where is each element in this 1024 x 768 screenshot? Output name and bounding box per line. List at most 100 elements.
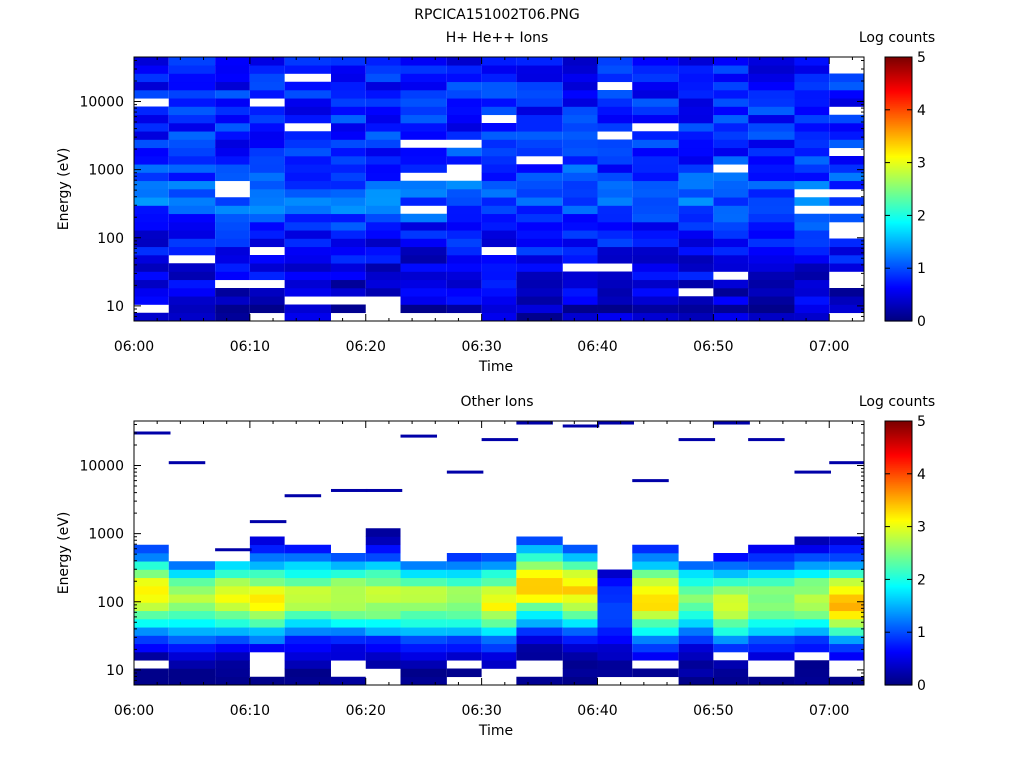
colorbar-swatch [885,59,912,62]
heatmap-cell [249,238,285,248]
heatmap-cell [597,288,633,297]
heatmap-cell [794,98,830,107]
heatmap-cell [284,164,331,173]
heatmap-cell [446,594,482,603]
heatmap-cell [284,594,331,603]
colorbar: 0 1 2 3 4 5 [884,50,926,330]
heatmap-cell [829,123,864,132]
heatmap-cell [562,676,598,686]
heatmap-cell [794,57,830,66]
heatmap-cell [713,189,749,198]
colorbar-swatch [885,647,912,650]
heatmap-cell [481,561,517,570]
colorbar-swatch [885,77,912,80]
heatmap-cell [829,536,864,546]
colorbar-swatch [885,175,912,178]
x-tick-label: 06:20 [346,703,386,719]
heatmap-cell [284,577,331,587]
heatmap-cell [215,577,250,587]
heatmap-cell [168,288,216,297]
heatmap-cell [713,114,749,124]
heatmap-cell [748,288,795,297]
heatmap-cell [794,123,830,132]
heatmap-cell [829,197,864,206]
heatmap-cell [284,147,331,157]
colorbar-swatch [885,545,912,548]
heatmap-cell [678,172,714,182]
heatmap-cell [330,594,366,603]
heatmap-cell [678,594,714,603]
colorbar-swatch [885,499,912,502]
heatmap-cell [632,263,679,272]
heatmap-cell [215,222,250,231]
heatmap-cell [330,189,366,198]
heatmap-cell [168,594,216,603]
heatmap-cell [481,197,517,206]
heatmap-cell [632,205,679,215]
colorbar-tick-label: 1 [917,625,926,641]
colorbar-swatch [885,149,912,152]
colorbar-swatch [885,537,912,540]
heatmap-cell [748,586,795,595]
colorbar-swatch [885,163,912,166]
colorbar-swatch [885,213,912,216]
heatmap-cell [330,123,366,132]
heatmap-cell [446,304,482,314]
colorbar-swatch [885,217,912,220]
colorbar-swatch [885,147,912,150]
heatmap-cell [678,569,714,579]
colorbar-swatch [885,509,912,512]
heatmap-cell [632,147,679,157]
colorbar-swatch [885,519,912,522]
heatmap-cell [446,238,482,248]
heatmap-cell [168,296,216,305]
heatmap-cell [794,619,830,628]
heatmap-cell [794,238,830,248]
heatmap-cell [481,304,517,314]
heatmap-cell [446,230,482,239]
heatmap-cell [400,73,447,83]
colorbar-swatch [885,681,912,684]
colorbar-swatch [885,467,912,470]
colorbar-swatch [885,103,912,106]
heatmap-cell [481,594,517,603]
colorbar-swatch [885,629,912,632]
heatmap-cell [215,594,250,603]
heatmap-cell [400,81,447,91]
colorbar-swatch [885,591,912,594]
colorbar-swatch [885,289,912,292]
heatmap-cell [481,610,517,620]
heatmap-cell [748,213,795,223]
heatmap-cell [446,255,482,264]
sparse-count-mark [632,479,669,483]
colorbar-swatch [885,457,912,460]
x-tick-label: 06:30 [461,703,501,719]
heatmap-cell [249,569,285,579]
heatmap-cell [481,296,517,305]
heatmap-cell [400,131,447,140]
heatmap-cell [134,164,169,173]
colorbar-swatch [885,171,912,174]
heatmap-cell [168,602,216,612]
colorbar-tick-label: 0 [917,678,926,694]
heatmap-cell [400,238,447,248]
heatmap-cell [516,123,563,132]
y-tick-label: 10000 [79,459,124,475]
colorbar-swatch [885,207,912,210]
heatmap-cell [215,312,250,322]
heatmap-cell [249,139,285,149]
heatmap-cell [748,131,795,140]
colorbar-swatch [885,183,912,186]
heatmap-cell [713,296,749,305]
colorbar-swatch [885,531,912,534]
heatmap-cell [748,230,795,239]
heatmap-cell [748,147,795,157]
colorbar-swatch [885,673,912,676]
colorbar-swatch [885,209,912,212]
colorbar-swatch [885,573,912,576]
heatmap-cell [632,279,679,289]
heatmap-cell [168,222,216,231]
colorbar-swatch [885,227,912,230]
heatmap-cell [330,73,366,83]
heatmap-cell [215,73,250,83]
